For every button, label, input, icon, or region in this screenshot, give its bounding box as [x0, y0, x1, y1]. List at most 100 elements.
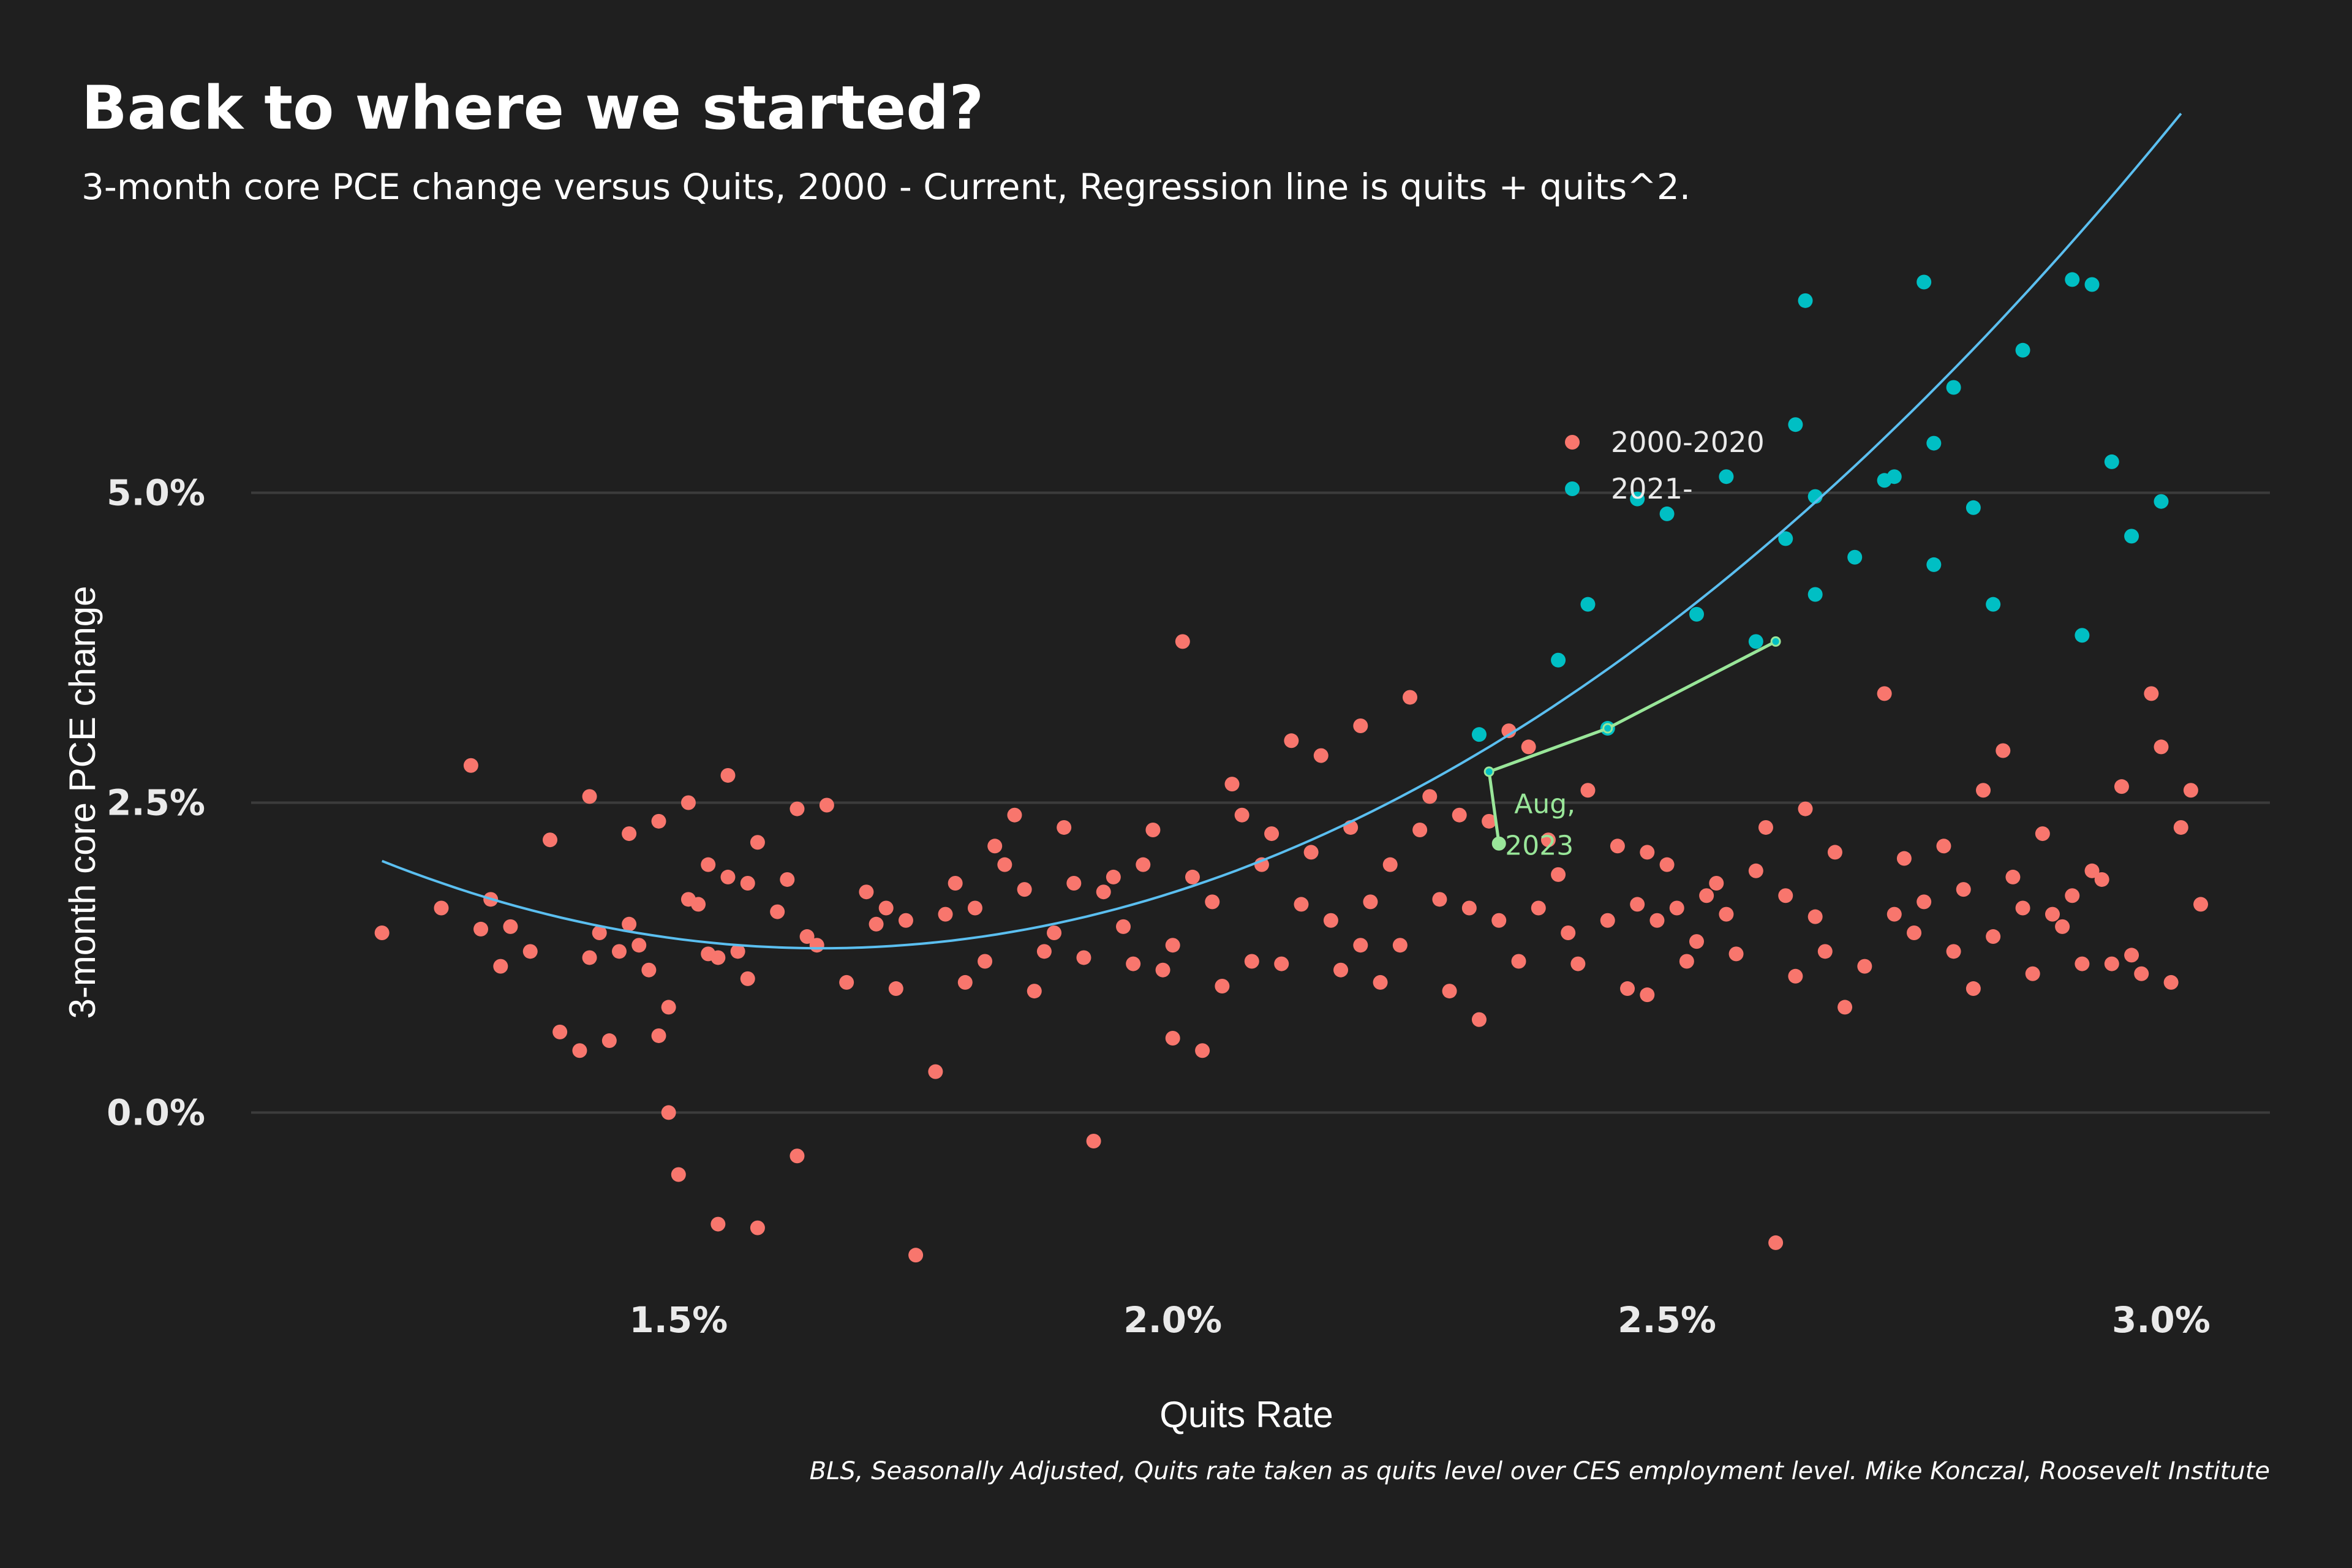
point-2000-2020	[819, 797, 834, 813]
point-2000-2020	[740, 971, 755, 986]
point-2000-2020	[2163, 974, 2179, 990]
annotation-group: Aug, 2023	[1483, 636, 1781, 861]
point-2000-2020	[1580, 783, 1596, 798]
point-2000-2020	[463, 758, 478, 773]
point-2000-2020	[1244, 954, 1259, 969]
legend: 2000-2020 2021-	[1565, 426, 1765, 505]
y-tick-label: 0.0%	[107, 1091, 205, 1133]
legend-swatch	[1565, 481, 1580, 496]
point-2000-2020	[1086, 1133, 1101, 1148]
point-2000-2020	[601, 1033, 617, 1049]
point-2000-2020	[1659, 857, 1675, 872]
annotation-point	[1483, 766, 1494, 777]
point-2000-2020	[1392, 938, 1408, 953]
point-2000-2020	[908, 1248, 924, 1263]
point-2000-2020	[1116, 919, 1131, 934]
point-2000-2020	[1027, 984, 1042, 999]
legend-label: 2000-2020	[1611, 426, 1765, 459]
point-2000-2020	[1640, 845, 1655, 860]
point-2000-2020	[1748, 863, 1763, 878]
point-2000-2020	[1699, 888, 1714, 903]
point-2021	[1807, 587, 1823, 602]
point-2000-2020	[1679, 954, 1694, 969]
point-2000-2020	[1145, 823, 1161, 837]
point-2000-2020	[1976, 783, 1991, 798]
point-2000-2020	[1047, 925, 1062, 940]
point-2000-2020	[1264, 826, 1280, 842]
point-2000-2020	[1136, 857, 1151, 872]
y-axis-ticks: 0.0% 2.5% 5.0%	[107, 472, 205, 1134]
point-2000-2020	[1917, 894, 1932, 910]
point-2021	[2015, 342, 2030, 358]
point-2000-2020	[1017, 882, 1032, 897]
point-2000-2020	[1827, 845, 1842, 860]
point-2000-2020	[1709, 876, 1724, 891]
point-2000-2020	[1284, 733, 1299, 748]
point-2000-2020	[1936, 839, 1951, 854]
point-2000-2020	[948, 876, 963, 891]
point-2000-2020	[888, 981, 903, 997]
point-2000-2020	[2173, 820, 2188, 835]
point-2000-2020	[2075, 956, 2090, 971]
point-2000-2020	[651, 1028, 666, 1043]
point-2021	[2154, 494, 2169, 509]
point-2000-2020	[1540, 832, 1556, 848]
point-2000-2020	[1640, 987, 1655, 1003]
point-2000-2020	[473, 921, 489, 937]
point-2000-2020	[2084, 863, 2100, 878]
point-2000-2020	[1946, 944, 1961, 959]
point-2000-2020	[869, 916, 884, 932]
point-2000-2020	[680, 795, 696, 810]
point-2021	[1580, 597, 1596, 612]
point-2000-2020	[1857, 959, 1872, 974]
point-2000-2020	[1887, 907, 1902, 922]
point-2000-2020	[582, 789, 597, 804]
point-2021	[1689, 606, 1704, 622]
point-2021	[1659, 506, 1675, 521]
point-2000-2020	[1215, 979, 1230, 993]
point-2000-2020	[1561, 925, 1576, 940]
point-2021	[1788, 417, 1803, 432]
point-2000-2020	[1649, 913, 1665, 928]
point-2000-2020	[2183, 783, 2198, 798]
regression-line	[381, 113, 2182, 950]
point-2000-2020	[1205, 894, 1220, 910]
annotation-path	[1487, 640, 1777, 844]
point-2000-2020	[997, 857, 1012, 872]
point-2000-2020	[1778, 888, 1793, 903]
point-2021	[1748, 634, 1763, 649]
point-2000-2020	[1966, 981, 1981, 997]
y-tick-label: 2.5%	[107, 782, 205, 823]
point-2000-2020	[898, 913, 913, 928]
point-2021	[1946, 380, 1961, 395]
point-2000-2020	[1155, 962, 1170, 978]
point-2000-2020	[740, 876, 755, 891]
point-2000-2020	[978, 954, 993, 969]
point-2000-2020	[622, 826, 637, 842]
point-2000-2020	[809, 938, 824, 953]
x-axis-ticks: 1.5% 2.0% 2.5% 3.0%	[629, 1299, 2211, 1341]
point-2000-2020	[1798, 801, 1813, 816]
point-2000-2020	[730, 944, 745, 959]
point-2000-2020	[1531, 900, 1546, 916]
point-2000-2020	[1165, 938, 1180, 953]
point-2021	[1887, 469, 1902, 484]
point-2000-2020	[770, 904, 785, 919]
point-2000-2020	[1788, 968, 1803, 984]
point-2000-2020	[1896, 851, 1912, 866]
point-2000-2020	[1363, 894, 1378, 910]
point-2021	[2104, 454, 2119, 469]
point-2000-2020	[1471, 1012, 1487, 1027]
point-2000-2020	[434, 900, 449, 916]
point-2000-2020	[1007, 807, 1022, 823]
point-2000-2020	[2015, 900, 2030, 916]
point-2000-2020	[1452, 807, 1467, 823]
point-2000-2020	[2154, 739, 2169, 755]
point-2000-2020	[720, 869, 736, 884]
point-2000-2020	[1036, 944, 1052, 959]
point-2000-2020	[1442, 984, 1457, 999]
annotation-point	[1491, 836, 1506, 851]
point-2000-2020	[2193, 897, 2209, 912]
point-2000-2020	[2035, 826, 2050, 842]
point-2000-2020	[2104, 956, 2119, 971]
